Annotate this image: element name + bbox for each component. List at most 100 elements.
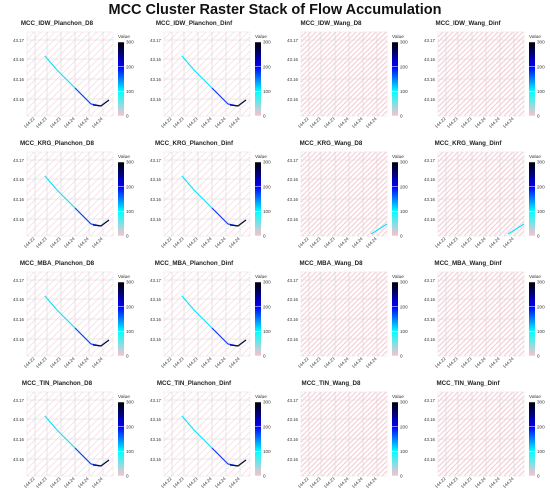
y-tick-label: 43.16 <box>287 337 299 342</box>
legend-title: Value <box>392 274 404 280</box>
colorbar-tick-label: 100 <box>126 449 134 454</box>
x-tick-label: 144.23 <box>309 116 322 129</box>
x-tick-label: 144.24 <box>488 476 501 489</box>
x-tick-label: 144.23 <box>460 116 473 129</box>
y-tick-label: 43.17 <box>150 158 162 163</box>
raster-panel: MCC_MBA_Wang_D8 43.17 43.16 43.16 43.16 144.2… <box>275 260 412 380</box>
x-tick-label: 144.22 <box>23 236 36 249</box>
x-tick-label: 144.24 <box>214 236 227 249</box>
y-tick-label: 43.16 <box>150 337 162 342</box>
low-value-raster <box>437 31 525 117</box>
x-tick-label: 144.24 <box>502 116 515 129</box>
panel-title: MCC_KRG_Planchon_D8 <box>20 140 94 147</box>
y-tick-label: 43.16 <box>287 197 299 202</box>
raster-panel: MCC_KRG_Planchon_D8 43.17 43.16 43.16 43.16 1… <box>1 140 138 260</box>
x-tick-label: 144.24 <box>63 356 76 369</box>
stream-high <box>229 459 247 467</box>
colorbar-tick-label: 0 <box>126 114 129 119</box>
colorbar-tick-label: 300 <box>263 280 271 285</box>
legend-title: Value <box>255 394 267 400</box>
x-tick-label: 144.24 <box>365 236 378 249</box>
colorbar-tick-label: 200 <box>400 184 408 189</box>
x-tick-label: 144.24 <box>365 356 378 369</box>
stream-high <box>229 99 247 107</box>
x-tick-label: 144.22 <box>297 116 310 129</box>
y-tick-label: 43.17 <box>150 398 162 403</box>
raster-panel: MCC_TIN_Wang_Dinf 43.17 43.16 43.16 43.16 144… <box>412 380 549 500</box>
legend-title: Value <box>118 274 130 280</box>
colorbar <box>392 282 398 356</box>
y-tick-label: 43.16 <box>13 97 25 102</box>
x-tick-label: 144.24 <box>214 356 227 369</box>
colorbar-tick-label: 200 <box>537 184 545 189</box>
x-tick-label: 144.24 <box>200 476 213 489</box>
y-tick-label: 43.16 <box>150 297 162 302</box>
x-tick-label: 144.23 <box>446 476 459 489</box>
panel-title: MCC_IDW_Wang_D8 <box>300 20 362 27</box>
colorbar-tick-label: 0 <box>400 114 403 119</box>
x-tick-label: 144.23 <box>49 356 62 369</box>
y-tick-label: 43.16 <box>424 457 436 462</box>
y-tick-label: 43.16 <box>424 417 436 422</box>
colorbar <box>529 402 535 476</box>
colorbar <box>392 42 398 116</box>
y-tick-label: 43.16 <box>13 177 25 182</box>
colorbar-tick-label: 300 <box>400 280 408 285</box>
raster-panel: MCC_KRG_Wang_D8 43.17 43.16 43.16 43.16 144.2… <box>275 140 412 260</box>
legend-title: Value <box>118 34 130 40</box>
x-tick-label: 144.22 <box>297 236 310 249</box>
colorbar-tick-label: 300 <box>126 40 134 45</box>
x-tick-label: 144.24 <box>351 116 364 129</box>
x-tick-label: 144.23 <box>172 356 185 369</box>
x-tick-label: 144.23 <box>323 356 336 369</box>
panel-title: MCC_TIN_Wang_Dinf <box>436 380 500 387</box>
x-tick-label: 144.23 <box>186 356 199 369</box>
colorbar-tick-label: 200 <box>537 64 545 69</box>
legend-title: Value <box>118 154 130 160</box>
y-tick-label: 43.16 <box>150 417 162 422</box>
y-tick-label: 43.17 <box>424 38 436 43</box>
colorbar <box>118 42 124 116</box>
raster-panel: MCC_TIN_Planchon_D8 43.17 43.16 43.16 43.16 1… <box>1 380 138 500</box>
x-tick-label: 144.23 <box>172 236 185 249</box>
colorbar-tick-label: 0 <box>263 474 266 479</box>
x-tick-label: 144.24 <box>474 356 487 369</box>
colorbar-tick-label: 100 <box>537 449 545 454</box>
raster-panel: MCC_MBA_Planchon_D8 43.17 43.16 43.16 43.16 1… <box>1 260 138 380</box>
y-tick-label: 43.17 <box>150 278 162 283</box>
panel-title: MCC_MBA_Wang_D8 <box>299 260 363 267</box>
x-tick-label: 144.23 <box>460 356 473 369</box>
colorbar <box>392 162 398 236</box>
colorbar <box>255 402 261 476</box>
colorbar-tick-label: 300 <box>126 160 134 165</box>
y-tick-label: 43.16 <box>150 177 162 182</box>
panel-title: MCC_MBA_Wang_Dinf <box>434 260 502 267</box>
legend-title: Value <box>255 34 267 40</box>
y-tick-label: 43.16 <box>150 217 162 222</box>
low-value-raster <box>437 391 525 477</box>
low-value-raster <box>300 31 388 117</box>
colorbar-tick-label: 200 <box>400 64 408 69</box>
x-tick-label: 144.23 <box>309 236 322 249</box>
legend-title: Value <box>118 394 130 400</box>
x-tick-label: 144.22 <box>297 476 310 489</box>
y-tick-label: 43.17 <box>424 278 436 283</box>
colorbar-tick-label: 300 <box>537 280 545 285</box>
colorbar-tick-label: 0 <box>263 234 266 239</box>
x-tick-label: 144.23 <box>49 476 62 489</box>
stream-high <box>92 459 110 467</box>
x-tick-label: 144.24 <box>351 236 364 249</box>
colorbar <box>529 162 535 236</box>
x-tick-label: 144.23 <box>323 116 336 129</box>
colorbar-tick-label: 200 <box>263 424 271 429</box>
colorbar-tick-label: 300 <box>126 280 134 285</box>
x-tick-label: 144.24 <box>337 116 350 129</box>
colorbar-tick-label: 0 <box>263 354 266 359</box>
x-tick-label: 144.23 <box>35 476 48 489</box>
x-tick-label: 144.24 <box>502 476 515 489</box>
y-tick-label: 43.17 <box>287 278 299 283</box>
y-tick-label: 43.16 <box>287 97 299 102</box>
x-tick-label: 144.24 <box>228 476 241 489</box>
